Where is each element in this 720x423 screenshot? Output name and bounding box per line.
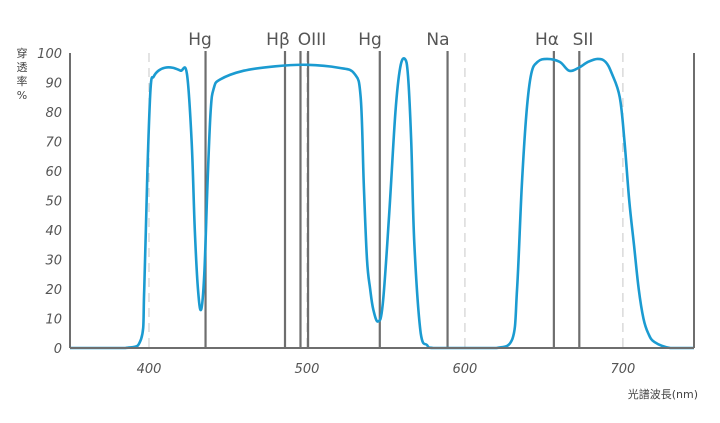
reference-line-label-6: Hα [535,30,559,50]
x-tick-label-500: 500 [295,362,320,377]
y-tick-label-80: 80 [45,106,62,121]
y-axis-label: 穿透率% [17,46,28,102]
reference-line-label-5: Na [426,30,449,50]
series-line-0 [70,57,694,350]
y-tick-label-40: 40 [45,224,62,239]
axes [69,53,695,349]
transmission-series [70,57,694,350]
y-tick-label-70: 70 [45,136,62,151]
y-tick-labels: 0 10 20 30 40 50 60 70 80 90 100 [37,47,62,357]
y-tick-label-10: 10 [45,313,62,328]
reference-line-label-4: Hg [358,30,382,50]
y-tick-label-100: 100 [37,47,62,62]
reference-line-label-2: OIII [298,30,326,50]
y-tick-label-20: 20 [45,283,62,298]
reference-line-label-0: Hg [188,30,212,50]
grid-lines [148,53,624,348]
y-tick-label-30: 30 [45,254,62,269]
x-tick-label-600: 600 [453,362,478,377]
y-tick-label-90: 90 [45,77,62,92]
x-axis-label: 光譜波長(nm) [628,387,698,401]
reference-line-label-7: SII [573,30,594,50]
reference-lines: Hg Hβ OIII Hg Na Hα SII [188,30,593,348]
reference-line-label-1: Hβ [266,30,290,50]
y-tick-label-0: 0 [54,342,62,357]
y-tick-label-60: 60 [45,165,62,180]
y-tick-label-50: 50 [45,195,62,210]
x-tick-label-700: 700 [610,362,635,377]
x-tick-label-400: 400 [137,362,162,377]
x-tick-labels: 400 500 600 700 [137,362,636,377]
